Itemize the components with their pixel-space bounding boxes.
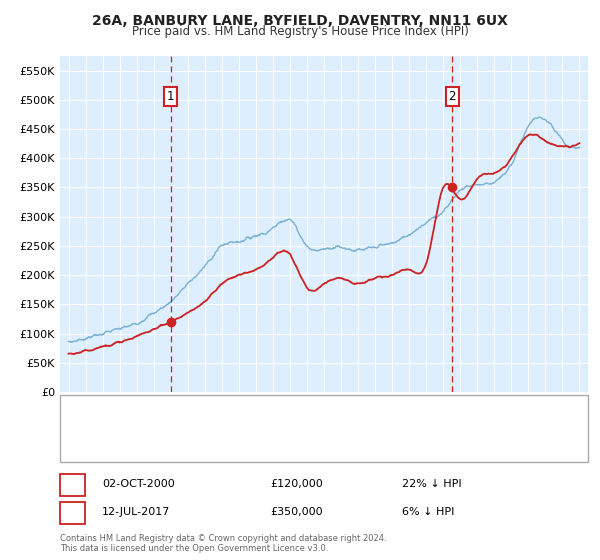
Text: 1: 1 [69,478,76,491]
Text: 2: 2 [449,90,456,104]
Text: £350,000: £350,000 [270,507,323,517]
Text: 22% ↓ HPI: 22% ↓ HPI [402,479,461,489]
Text: Price paid vs. HM Land Registry's House Price Index (HPI): Price paid vs. HM Land Registry's House … [131,25,469,38]
Text: £120,000: £120,000 [270,479,323,489]
Text: 1: 1 [167,90,175,104]
Text: 6% ↓ HPI: 6% ↓ HPI [402,507,454,517]
Text: Contains HM Land Registry data © Crown copyright and database right 2024.
This d: Contains HM Land Registry data © Crown c… [60,534,386,553]
Text: 2: 2 [69,506,76,519]
Text: 26A, BANBURY LANE, BYFIELD, DAVENTRY, NN11 6UX: 26A, BANBURY LANE, BYFIELD, DAVENTRY, NN… [92,14,508,28]
Text: HPI: Average price, detached house, West Northamptonshire: HPI: Average price, detached house, West… [108,438,425,448]
Text: 12-JUL-2017: 12-JUL-2017 [102,507,170,517]
Text: 26A, BANBURY LANE, BYFIELD, DAVENTRY, NN11 6UX (detached house): 26A, BANBURY LANE, BYFIELD, DAVENTRY, NN… [108,409,479,419]
Text: 02-OCT-2000: 02-OCT-2000 [102,479,175,489]
